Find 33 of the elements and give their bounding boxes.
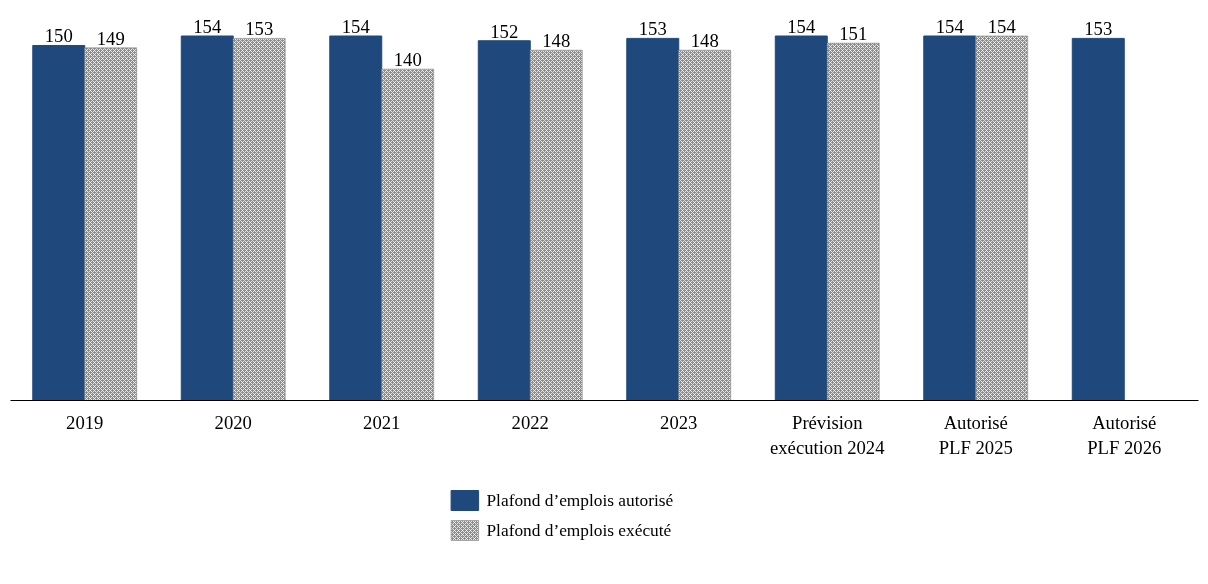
data-label: 154	[935, 16, 965, 38]
bar	[1071, 37, 1125, 401]
bar	[626, 37, 680, 401]
bar	[477, 40, 531, 401]
data-label: 154	[193, 16, 222, 38]
data-label: 153	[1084, 18, 1113, 40]
x-tick-label: 2021	[363, 411, 401, 433]
data-label: 150	[44, 25, 73, 47]
data-label: 153	[638, 18, 667, 40]
data-label: 148	[690, 30, 719, 52]
x-tick-label: Autorisé PLF 2026	[1087, 411, 1162, 458]
data-label: 148	[542, 30, 571, 52]
data-label: 152	[490, 20, 519, 42]
data-label: 154	[787, 16, 816, 38]
data-label: 153	[245, 18, 274, 40]
x-tick-label: 2019	[66, 411, 104, 433]
bar	[774, 35, 828, 401]
x-tick-label: 2020	[214, 411, 252, 433]
data-label: 154	[987, 16, 1017, 38]
bar	[180, 35, 234, 401]
data-label: 154	[341, 16, 371, 38]
bar	[923, 35, 977, 401]
x-tick-label: Prévision exécution 2024	[770, 411, 886, 458]
data-label: 140	[393, 49, 422, 71]
bar	[329, 35, 383, 401]
x-tick-label: 2023	[660, 411, 698, 433]
bar	[32, 44, 86, 401]
legend-label: Plafond d’emplois autorisé	[486, 491, 674, 510]
data-label: 149	[96, 27, 125, 49]
legend-label: Plafond d’emplois exécuté	[486, 521, 672, 540]
x-tick-label: Autorisé PLF 2025	[938, 411, 1013, 458]
data-label: 151	[839, 23, 868, 45]
x-tick-label: 2022	[511, 411, 549, 433]
